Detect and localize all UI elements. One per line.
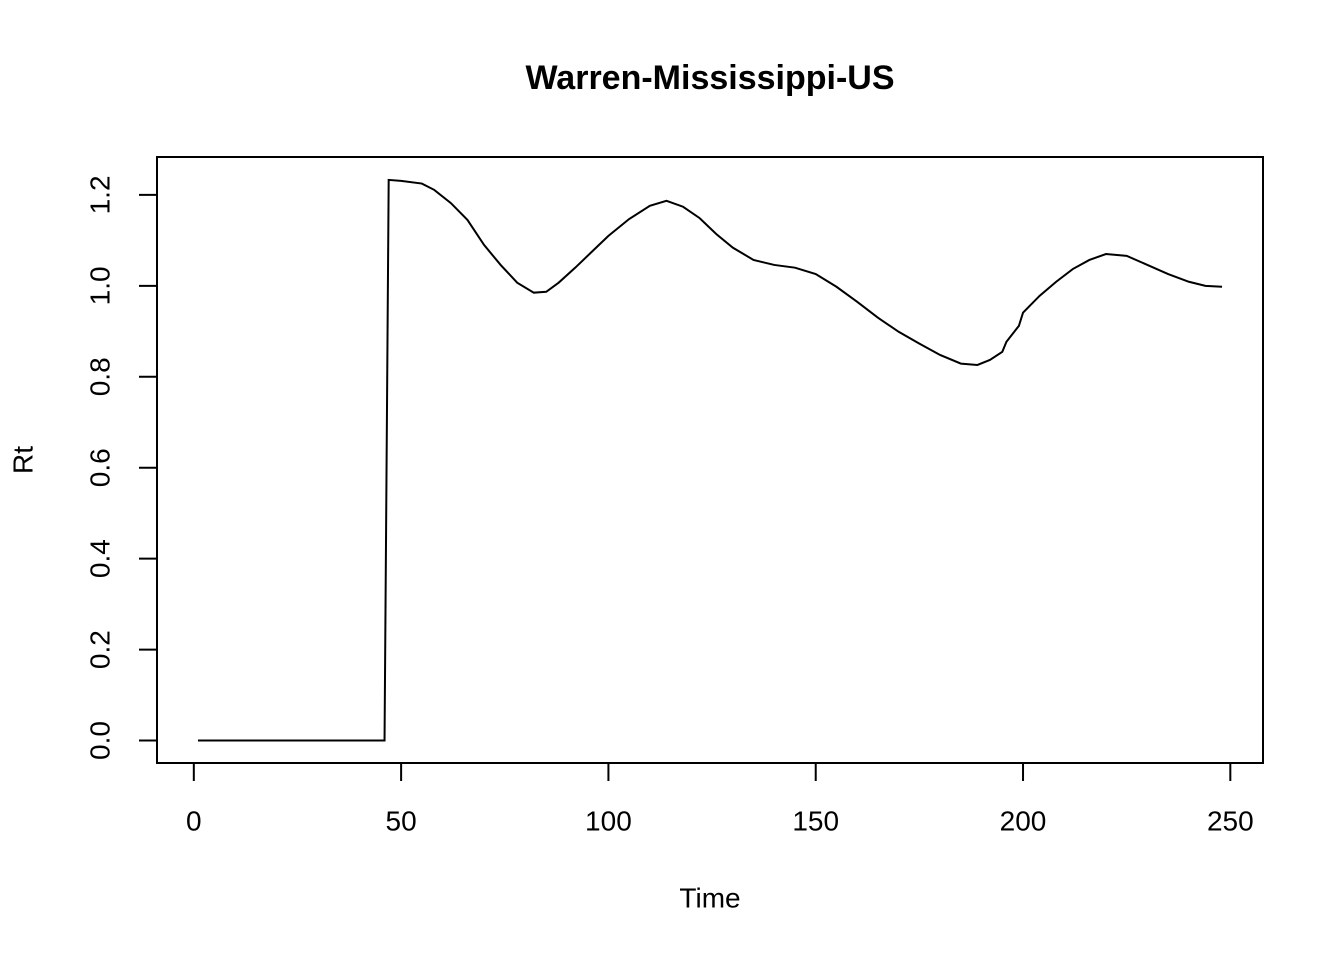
x-tick-label: 50 [386,805,417,836]
chart-title: Warren-Mississippi-US [525,59,894,97]
y-tick-label: 0.2 [84,630,115,669]
y-tick-label: 1.0 [84,266,115,305]
x-tick-label: 150 [792,805,839,836]
x-tick-label: 250 [1207,805,1254,836]
y-axis-label: Rt [7,446,38,474]
y-tick-label: 0.0 [84,721,115,760]
line [197,178,1223,742]
x-tick-label: 100 [585,805,632,836]
y-tick-label: 0.4 [84,539,115,578]
y-tick-label: 1.2 [84,175,115,214]
x-tick-label: 200 [1000,805,1047,836]
y-tick-label: 0.8 [84,357,115,396]
x-tick-label: 0 [186,805,202,836]
x-axis-label: Time [679,882,740,913]
plot-frame [156,156,1264,764]
y-tick-label: 0.6 [84,448,115,487]
